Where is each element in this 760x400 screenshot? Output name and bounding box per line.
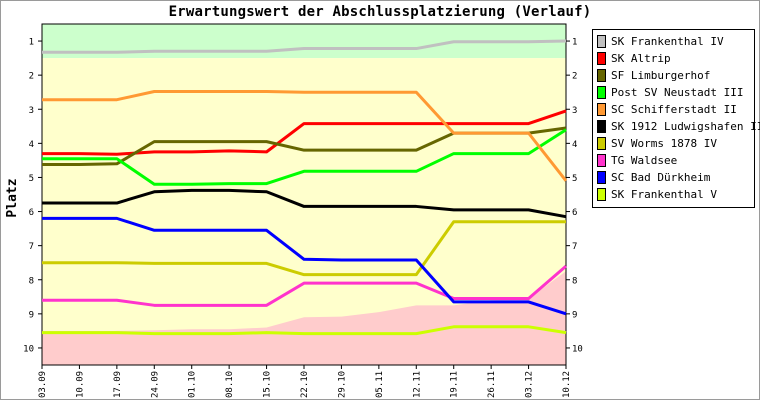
y-tick-label-left: 6 bbox=[29, 208, 34, 218]
legend-label: SC Schifferstadt II bbox=[611, 103, 737, 116]
y-tick-label-left: 2 bbox=[29, 72, 34, 82]
legend-label: SK Altrip bbox=[611, 52, 671, 65]
legend-label: SK Frankenthal V bbox=[611, 188, 717, 201]
legend-swatch bbox=[597, 103, 606, 116]
x-tick-label: 05.11 bbox=[375, 371, 385, 398]
x-tick-label: 19.11 bbox=[450, 371, 460, 398]
legend-swatch bbox=[597, 137, 606, 150]
series-line-sc-bad-d-rkheim bbox=[42, 216, 567, 316]
x-tick-label: 03.09 bbox=[38, 371, 48, 398]
y-tick-label-left: 9 bbox=[29, 310, 34, 320]
legend-swatch bbox=[597, 154, 606, 167]
y-tick-label-right: 2 bbox=[572, 72, 577, 82]
x-tick-label: 03.12 bbox=[525, 371, 535, 398]
x-tick-label: 22.10 bbox=[300, 371, 310, 398]
y-tick-label-right: 5 bbox=[572, 174, 577, 184]
y-axis-label: Platz bbox=[5, 178, 20, 217]
legend-item-tg-waldsee: TG Waldsee bbox=[597, 152, 677, 169]
x-tick-label: 01.10 bbox=[188, 371, 198, 398]
axes: 1 1 2 2 3 3 4 4 5 5 6 6 7 7 8 8 9 9 10 10 03.09 10.09 17.09 24.… bbox=[23, 23, 583, 398]
y-tick-label-left: 10 bbox=[23, 344, 34, 354]
x-tick-label: 12.11 bbox=[412, 371, 422, 398]
legend-label: SC Bad Dürkheim bbox=[611, 171, 711, 184]
legend-label: SF Limburgerhof bbox=[611, 69, 711, 82]
x-tick-label: 10.09 bbox=[75, 371, 85, 398]
legend-label: SK 1912 Ludwigshafen II bbox=[611, 120, 760, 133]
y-tick-label-left: 1 bbox=[29, 38, 34, 48]
x-tick-label: 24.09 bbox=[150, 371, 160, 398]
legend-item-sk-altrip: SK Altrip bbox=[597, 50, 671, 67]
relegation-area bbox=[42, 271, 566, 365]
x-tick-label: 15.10 bbox=[263, 371, 273, 398]
y-tick-label-right: 3 bbox=[572, 106, 577, 116]
legend-item-sc-bad-d-rkheim: SC Bad Dürkheim bbox=[597, 169, 710, 186]
y-tick-label-right: 7 bbox=[572, 242, 577, 252]
legend-swatch bbox=[597, 120, 606, 133]
y-tick-label-left: 8 bbox=[29, 276, 34, 286]
y-tick-label-right: 1 bbox=[572, 38, 577, 48]
legend-label: TG Waldsee bbox=[611, 154, 678, 167]
series-line-sk-1912-ludwigshafen-ii bbox=[42, 188, 567, 219]
x-tick-label: 26.11 bbox=[487, 371, 497, 398]
legend-label: Post SV Neustadt III bbox=[611, 86, 744, 99]
series-line-tg-waldsee bbox=[42, 264, 567, 307]
series-lines bbox=[42, 39, 568, 336]
y-tick-label-right: 10 bbox=[572, 344, 583, 354]
x-tick-label: 29.10 bbox=[337, 371, 347, 398]
series-line-sk-frankenthal-iv bbox=[42, 39, 567, 54]
x-tick-label: 08.10 bbox=[225, 371, 235, 398]
legend-label: SV Worms 1878 IV bbox=[611, 137, 717, 150]
y-tick-label-left: 3 bbox=[29, 106, 34, 116]
legend-swatch bbox=[597, 35, 606, 48]
y-tick-label-left: 4 bbox=[29, 140, 34, 150]
y-tick-label-right: 6 bbox=[572, 208, 577, 218]
relegation-area-fill bbox=[42, 271, 566, 365]
legend: SK Frankenthal IV SK Altrip SF Limburgerho… bbox=[592, 29, 760, 208]
y-tick-label-right: 8 bbox=[572, 276, 577, 286]
series-line-sk-frankenthal-v bbox=[42, 325, 567, 336]
legend-item-sk-frankenthal-v: SK Frankenthal V bbox=[597, 186, 717, 203]
y-tick-label-right: 4 bbox=[572, 140, 577, 150]
x-tick-label: 10.12 bbox=[562, 371, 572, 398]
legend-swatch bbox=[597, 69, 606, 82]
background-band-2 bbox=[42, 58, 566, 331]
legend-item-sv-worms-1878-iv: SV Worms 1878 IV bbox=[597, 135, 717, 152]
y-tick-label-left: 7 bbox=[29, 242, 34, 252]
legend-label: SK Frankenthal IV bbox=[611, 35, 724, 48]
chart-title: Erwartungswert der Abschlussplatzierung … bbox=[168, 4, 592, 20]
series-line-post-sv-neustadt-iii bbox=[42, 128, 567, 186]
legend-item-post-sv-neustadt-iii: Post SV Neustadt III bbox=[597, 84, 743, 101]
x-tick-label: 17.09 bbox=[113, 371, 123, 398]
series-line-sk-altrip bbox=[42, 109, 567, 156]
y-tick-label-right: 9 bbox=[572, 310, 577, 320]
legend-swatch bbox=[597, 86, 606, 99]
series-line-sv-worms-1878-iv bbox=[42, 220, 566, 277]
legend-item-sf-limburgerhof: SF Limburgerhof bbox=[597, 67, 710, 84]
legend-swatch bbox=[597, 188, 606, 201]
legend-item-sk-1912-ludwigshafen-ii: SK 1912 Ludwigshafen II bbox=[597, 118, 760, 135]
legend-item-sc-schifferstadt-ii: SC Schifferstadt II bbox=[597, 101, 737, 118]
legend-item-sk-frankenthal-iv: SK Frankenthal IV bbox=[597, 33, 724, 50]
legend-swatch bbox=[597, 52, 606, 65]
series-line-sc-schifferstadt-ii bbox=[42, 90, 568, 182]
legend-swatch bbox=[597, 171, 606, 184]
y-tick-label-left: 5 bbox=[29, 174, 34, 184]
